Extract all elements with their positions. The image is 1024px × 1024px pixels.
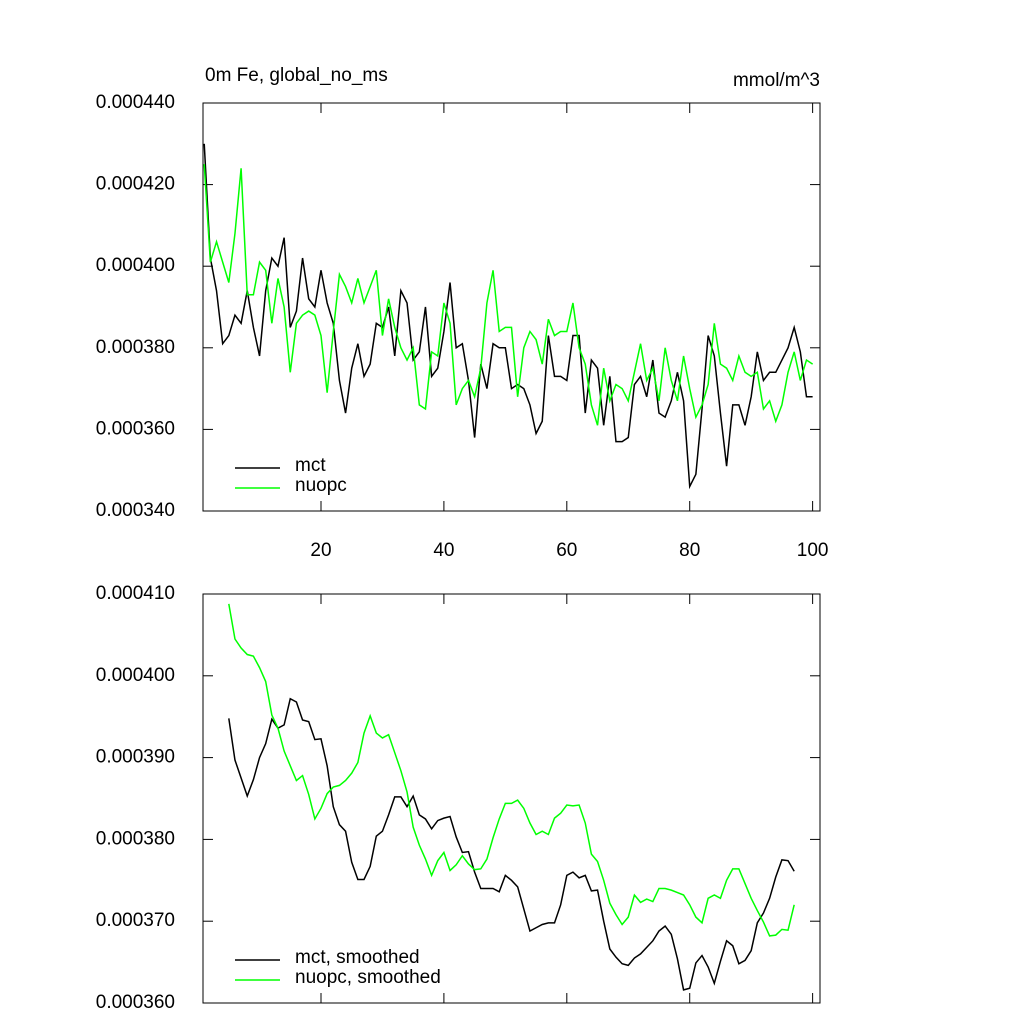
plot-frame bbox=[202, 593, 821, 1004]
y-tick-label: 0.000400 bbox=[96, 665, 175, 686]
x-tick-label: 100 bbox=[797, 540, 829, 561]
legend-label: nuopc bbox=[295, 475, 347, 496]
y-tick-label: 0.000420 bbox=[96, 174, 175, 195]
series-line bbox=[228, 697, 795, 991]
y-tick-label: 0.000360 bbox=[96, 418, 175, 439]
chart-title: 0m Fe, global_no_ms bbox=[205, 65, 388, 86]
plot-frame bbox=[202, 102, 821, 512]
legend-label: mct, smoothed bbox=[295, 947, 420, 968]
series-line bbox=[203, 164, 814, 426]
y-tick-label: 0.000340 bbox=[96, 500, 175, 521]
x-tick-label: 40 bbox=[433, 540, 454, 561]
y-tick-label: 0.000360 bbox=[96, 992, 175, 1013]
y-tick-label: 0.000400 bbox=[96, 255, 175, 276]
legend-label: mct bbox=[295, 455, 326, 476]
y-tick-label: 0.000410 bbox=[96, 583, 175, 604]
x-tick-label: 20 bbox=[310, 540, 331, 561]
y-tick-label: 0.000380 bbox=[96, 828, 175, 849]
series-line bbox=[228, 603, 795, 937]
series-line bbox=[203, 143, 813, 490]
x-tick-label: 80 bbox=[679, 540, 700, 561]
y-units: mmol/m^3 bbox=[733, 70, 820, 91]
legend-label: nuopc, smoothed bbox=[295, 967, 441, 988]
y-tick-label: 0.000380 bbox=[96, 337, 175, 358]
y-tick-label: 0.000370 bbox=[96, 910, 175, 931]
y-tick-label: 0.000390 bbox=[96, 747, 175, 768]
x-tick-label: 60 bbox=[556, 540, 577, 561]
y-tick-label: 0.000440 bbox=[96, 92, 175, 113]
